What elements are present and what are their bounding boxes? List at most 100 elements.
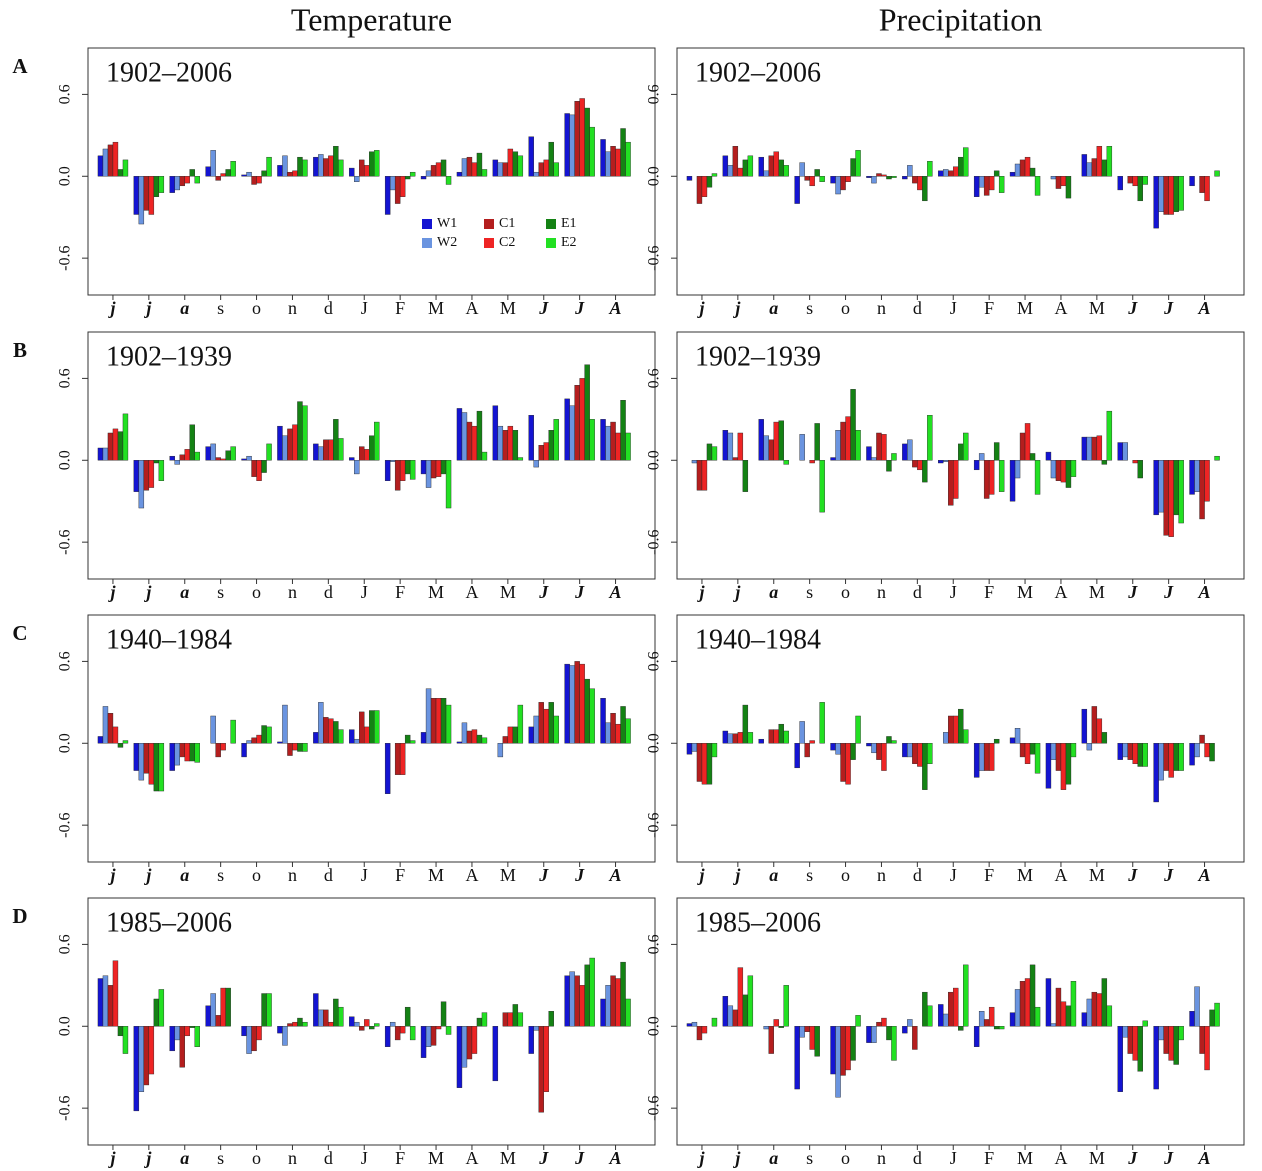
legend-label: W2 [437,235,457,250]
x-tick-label: M [1017,582,1033,602]
bar [922,743,928,790]
bar [1106,146,1113,177]
bar [1055,176,1062,189]
x-tick-label: d [913,865,922,885]
bar [978,1011,985,1027]
bar [835,430,841,461]
bar [1173,176,1179,212]
legend-swatch [422,238,432,248]
bar [814,1026,820,1057]
bar [902,443,908,461]
bar [1214,170,1220,177]
bar [917,460,923,471]
bar [184,743,190,762]
period-label: 1940–1984 [106,624,232,655]
bar [881,1017,887,1027]
x-tick-label: s [217,865,224,885]
bar [533,460,539,468]
bar [922,176,928,202]
y-tick-label: 0.0 [646,450,663,470]
x-tick-label: F [395,1148,405,1168]
bar [1122,743,1128,758]
bar [205,446,211,461]
bar [840,1026,846,1076]
x-tick-label: n [288,582,297,602]
bar [799,1026,805,1038]
bar [112,141,119,177]
bar [323,1009,329,1027]
bar [292,743,298,751]
bar [333,998,339,1027]
bar [579,378,585,461]
bar [97,155,104,177]
legend-swatch [546,219,556,229]
x-tick-label: A [1198,865,1211,885]
bar [1178,460,1184,524]
bar [1055,460,1062,481]
x-tick-label: d [324,582,333,602]
bar [277,165,283,177]
bar [799,162,805,177]
bar [564,113,570,177]
bar [1029,743,1036,755]
bar [809,740,815,744]
bar [277,1026,283,1034]
plot-frame [676,897,1245,1146]
bar [625,432,631,461]
bar [799,434,805,461]
x-tick-label: J [1163,1148,1174,1168]
x-tick-label: J [574,865,585,885]
legend-label: E2 [561,235,577,250]
bar [855,715,861,744]
bar [138,460,145,509]
bar [564,663,570,744]
bar [610,975,616,1027]
plot-frame [676,331,1245,580]
bar [225,987,231,1027]
bar [215,743,221,758]
bar [138,176,145,225]
bar [369,435,375,461]
bar [1019,743,1026,758]
bar [783,985,789,1027]
x-tick-label: M [500,298,516,318]
bar [107,713,114,744]
bar [758,738,764,744]
bar [783,730,789,744]
bar [1055,743,1062,771]
bar [871,1026,877,1043]
bar [1209,743,1215,762]
bar [389,176,396,191]
bar [517,1012,524,1027]
bar [481,1012,488,1027]
bar [158,460,165,481]
period-label: 1985–2006 [695,907,821,938]
bar [747,732,754,744]
bar [732,1009,739,1027]
bar [615,978,621,1027]
x-tick-label: A [609,582,622,602]
bar [1214,455,1220,461]
bar [313,993,319,1027]
bar [143,1026,150,1086]
bar [143,460,150,491]
bar [241,743,247,758]
bar [246,455,252,461]
bar [1137,1026,1143,1072]
bar [456,741,463,744]
bar [1081,1012,1088,1027]
bar [1199,460,1205,520]
bar [102,148,109,177]
bar [1009,171,1016,177]
bar [420,176,427,180]
x-tick-label: j [732,865,741,885]
bar [711,743,718,758]
bar [610,421,616,461]
bar [354,460,360,475]
bar [502,736,509,744]
bar [963,729,969,744]
bar [978,453,985,461]
bar [1034,743,1041,774]
bar [374,710,380,744]
bar [502,1012,509,1027]
